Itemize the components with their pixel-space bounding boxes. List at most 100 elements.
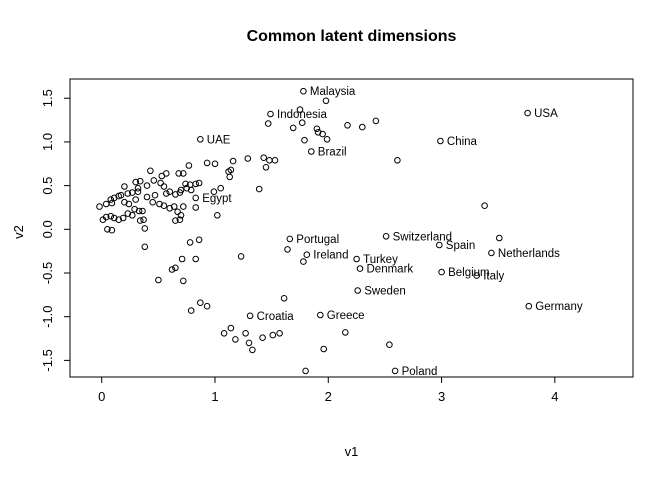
point-label: Ireland [313, 250, 348, 262]
data-point [178, 255, 186, 263]
point-label: USA [534, 108, 558, 120]
data-point [124, 210, 132, 217]
data-point [308, 148, 315, 155]
y-tick-label: 0.5 [40, 177, 55, 195]
data-point [246, 312, 254, 320]
data-point [229, 157, 237, 165]
data-point [197, 299, 204, 307]
data-point [158, 172, 166, 180]
y-tick-label: -0.5 [40, 262, 55, 284]
data-point [203, 159, 211, 167]
data-point [166, 188, 173, 195]
data-point [141, 225, 149, 232]
data-point [319, 130, 326, 138]
data-point [168, 266, 176, 273]
data-point [244, 155, 252, 162]
data-point [166, 205, 173, 212]
x-axis-title: v1 [344, 444, 359, 459]
data-point [211, 160, 219, 168]
data-point [125, 200, 133, 208]
data-point [300, 258, 307, 265]
y-axis-title: v2 [11, 225, 26, 239]
point-label: Turkey [363, 254, 398, 266]
data-point [192, 204, 199, 211]
data-point [488, 249, 495, 257]
data-point [242, 330, 249, 337]
data-point [386, 341, 393, 349]
point-label: Brazil [318, 147, 347, 159]
data-point [108, 226, 116, 234]
data-point [96, 203, 103, 210]
data-point [160, 202, 168, 209]
data-point [132, 196, 139, 203]
data-point [245, 339, 253, 347]
data-point [356, 265, 364, 272]
data-point [135, 207, 143, 215]
data-point [359, 123, 366, 131]
data-point [155, 276, 162, 284]
data-point [300, 87, 307, 95]
y-tick-label: 1.5 [40, 89, 55, 107]
data-point [249, 346, 256, 354]
data-point [180, 203, 187, 210]
data-point [220, 330, 228, 337]
data-point [217, 184, 224, 192]
data-point [156, 200, 163, 208]
data-point [115, 216, 122, 223]
data-point [344, 122, 351, 129]
data-point [353, 255, 360, 263]
point-label: Croatia [257, 311, 295, 323]
y-tick-label: -1.0 [40, 305, 55, 327]
data-point [172, 264, 179, 272]
data-point [143, 193, 151, 201]
data-point [214, 212, 221, 219]
point-label: Poland [402, 366, 438, 378]
data-point [102, 213, 110, 221]
data-point [524, 109, 531, 117]
data-point [187, 186, 195, 194]
data-point [496, 234, 503, 242]
data-point [147, 167, 154, 175]
y-tick-label: 0.0 [40, 220, 55, 238]
data-point [210, 188, 218, 195]
data-point [264, 120, 272, 127]
data-point [266, 157, 273, 164]
data-point [323, 136, 331, 143]
data-point [276, 330, 283, 337]
data-point [136, 217, 144, 224]
point-label: Germany [535, 301, 583, 313]
data-point [104, 226, 111, 233]
point-label: Portugal [296, 234, 339, 246]
data-point [260, 154, 268, 161]
data-point [271, 157, 279, 164]
y-tick-label: 1.0 [40, 133, 55, 151]
point-label: Indonesia [277, 109, 327, 121]
x-tick-label: 4 [551, 389, 558, 404]
x-tick-label: 0 [98, 389, 105, 404]
data-point [121, 183, 128, 190]
data-point [151, 191, 159, 199]
data-point [176, 216, 184, 223]
data-point [227, 166, 235, 174]
data-point [180, 277, 187, 285]
data-point [438, 268, 445, 276]
data-point [132, 178, 139, 186]
point-label: Egypt [202, 193, 232, 205]
data-point [286, 235, 294, 243]
data-point [185, 162, 193, 169]
data-point [115, 192, 122, 200]
plot-frame [69, 78, 634, 378]
data-point [163, 190, 170, 197]
data-point [303, 251, 311, 258]
data-point [481, 202, 488, 209]
data-point [289, 124, 297, 132]
data-point [149, 198, 156, 206]
point-label: Malaysia [310, 86, 356, 98]
data-point [143, 182, 151, 189]
data-point [195, 179, 203, 187]
data-point [136, 177, 144, 185]
data-point [237, 253, 245, 260]
data-point [269, 331, 277, 339]
data-point [394, 157, 401, 164]
